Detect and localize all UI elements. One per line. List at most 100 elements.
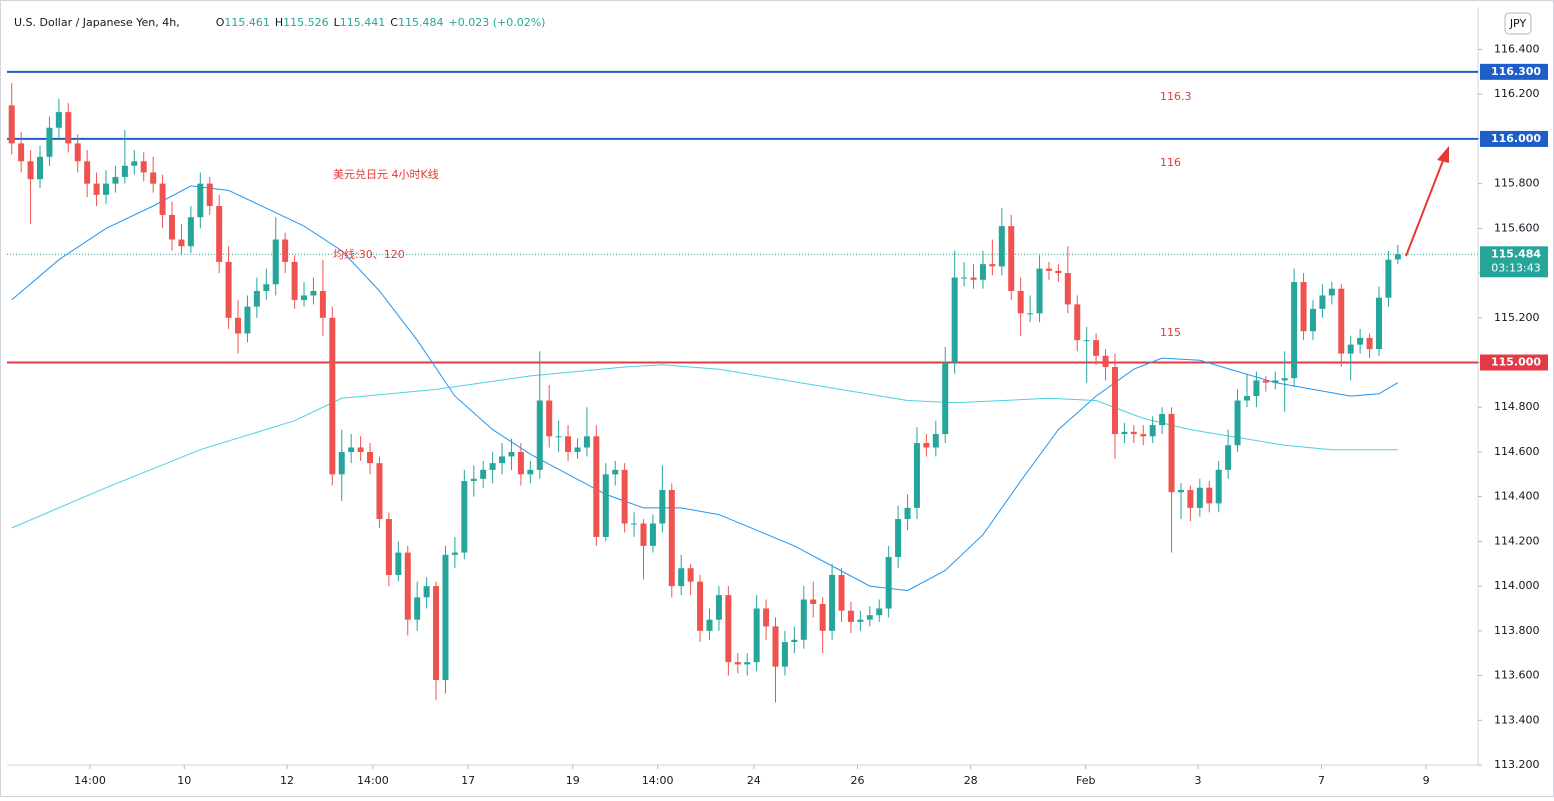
x-tick-label: 17	[461, 774, 475, 787]
candle-body	[574, 447, 581, 452]
candle-body	[235, 317, 242, 334]
candle-body	[517, 451, 524, 475]
candle-body	[734, 662, 741, 665]
x-tick-label: 24	[747, 774, 761, 787]
candle-body	[121, 165, 128, 177]
candle-body	[508, 451, 515, 457]
candle-body	[1168, 413, 1175, 493]
candle-body	[979, 264, 986, 280]
x-tick-label: Feb	[1076, 774, 1095, 787]
y-tick-label: 114.800	[1494, 400, 1540, 413]
candle-body	[18, 143, 25, 162]
last-price-label: 115.484	[1491, 247, 1541, 260]
candle-body	[1159, 413, 1166, 426]
candle-body	[1130, 431, 1137, 435]
candle-body	[1187, 489, 1194, 508]
y-tick-label: 113.400	[1494, 713, 1540, 726]
candle-body	[1140, 434, 1147, 437]
candle-body	[37, 156, 44, 180]
candle-body	[1215, 469, 1222, 504]
candle-body	[169, 214, 176, 240]
ohlc-key: L	[334, 16, 341, 29]
candle-body	[904, 507, 911, 520]
candle-body	[706, 619, 713, 631]
candle-body	[1017, 290, 1024, 314]
candle-body	[602, 474, 609, 537]
candle-body	[46, 127, 53, 157]
plot: 113.200 113.400 113.600 113.800 114.000 114.2…	[7, 42, 1548, 787]
y-tick-label: 115.600	[1494, 221, 1540, 234]
candle-body	[791, 639, 798, 643]
candle-body	[263, 284, 270, 291]
candle-body	[1234, 400, 1241, 446]
annotation: 115	[1160, 326, 1181, 339]
candle-body	[1375, 297, 1382, 350]
candle-body	[489, 463, 496, 470]
candle-body	[1036, 268, 1043, 314]
candle-body	[1055, 270, 1062, 274]
candle-body	[753, 608, 760, 663]
currency-button[interactable]	[1504, 12, 1532, 35]
annotation: 美元兑日元 4小时K线	[333, 167, 439, 181]
candle-body	[687, 568, 694, 582]
candle-body	[1281, 378, 1288, 381]
candle-body	[546, 400, 553, 437]
candle-body	[131, 161, 138, 166]
candle-body	[1083, 340, 1090, 342]
candle-body	[866, 615, 873, 620]
y-tick-label: 114.000	[1494, 579, 1540, 592]
ohlc-value: 115.484	[398, 16, 444, 29]
x-tick-label: 12	[280, 774, 294, 787]
candle-body	[140, 161, 147, 173]
candle-body	[310, 290, 317, 296]
x-tick-label: 14:00	[642, 774, 674, 787]
y-tick-label: 114.400	[1494, 490, 1540, 503]
ohlc-key: H	[275, 16, 283, 29]
candle-body	[838, 574, 845, 611]
y-tick-label: 113.600	[1494, 669, 1540, 682]
candle-body	[951, 277, 958, 363]
candle-body	[112, 176, 119, 184]
annotation: 均线:30、120	[333, 247, 405, 261]
candle-body	[1206, 487, 1213, 504]
candle-body	[93, 183, 100, 195]
candle-body	[159, 183, 166, 215]
candle-body	[338, 451, 345, 475]
candle-body	[150, 172, 157, 184]
candle-body	[244, 306, 251, 334]
candle-body	[1243, 396, 1250, 401]
countdown-label: 03:13:43	[1491, 261, 1540, 274]
candle-body	[461, 481, 468, 553]
x-tick-label: 26	[851, 774, 865, 787]
candle-body	[621, 469, 628, 524]
level-tag-label: 116.000	[1491, 132, 1541, 145]
candle-body	[1177, 489, 1184, 493]
level-tag-label: 115.000	[1491, 356, 1541, 369]
candle-body	[800, 599, 807, 640]
ohlc-key: O	[216, 16, 225, 29]
candle-body	[499, 456, 506, 464]
candle-body	[885, 557, 892, 609]
candle-body	[55, 112, 62, 128]
candle-body	[1225, 445, 1232, 470]
candle-body	[932, 434, 939, 448]
y-tick-label: 116.400	[1494, 42, 1540, 55]
candle-body	[1291, 282, 1298, 379]
x-tick-label: 7	[1318, 774, 1325, 787]
ohlc-value: 115.526	[283, 16, 329, 29]
candle-body	[876, 608, 883, 616]
candle-body	[1357, 337, 1364, 345]
candle-body	[913, 443, 920, 508]
candle-body	[301, 295, 308, 300]
candle-body	[763, 608, 770, 627]
candle-body	[1272, 380, 1279, 383]
last-price-tag	[1480, 246, 1548, 278]
currency-label[interactable]: JPY	[1509, 17, 1527, 30]
ohlc-key: C	[390, 16, 398, 29]
candle-body	[923, 443, 930, 448]
candle-body	[961, 277, 968, 279]
candle-body	[480, 469, 487, 479]
candle-body	[857, 619, 864, 622]
candle-body	[1253, 380, 1260, 397]
